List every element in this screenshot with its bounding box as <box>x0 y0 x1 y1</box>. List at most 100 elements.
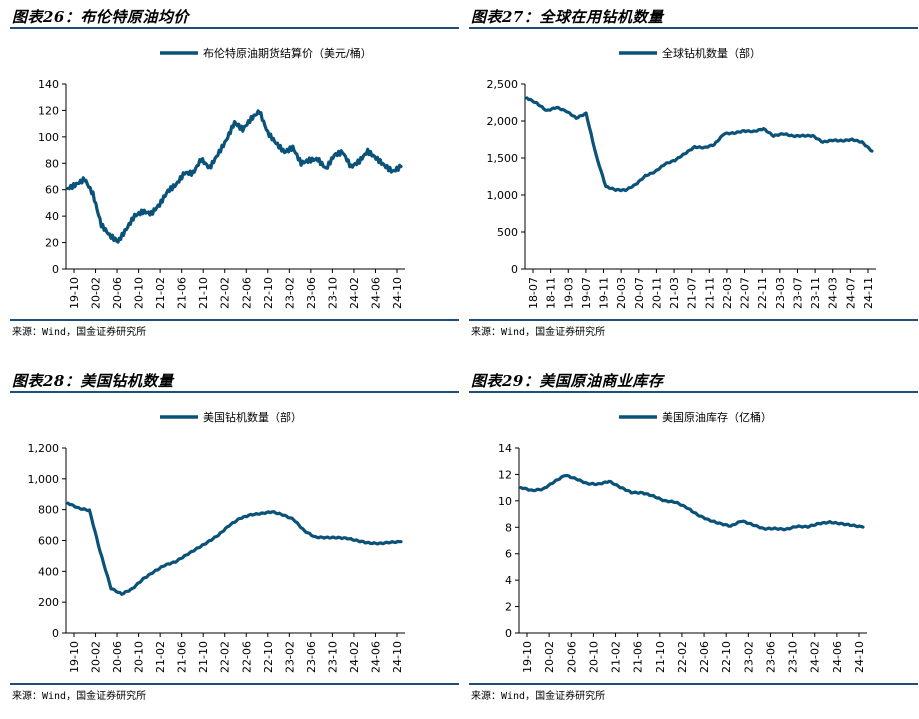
data-point <box>674 159 676 162</box>
data-point <box>83 178 86 180</box>
x-tick-label: 22-11 <box>756 277 769 309</box>
data-point <box>217 153 219 156</box>
data-point <box>807 526 809 528</box>
data-point <box>192 172 194 174</box>
data-point <box>167 190 169 192</box>
data-point <box>634 183 637 186</box>
data-point <box>75 183 78 186</box>
data-point <box>641 492 644 494</box>
x-tick-label: 22-07 <box>739 277 752 309</box>
x-tick-label: 24-02 <box>348 277 361 309</box>
data-point <box>630 491 633 494</box>
data-point <box>829 521 831 523</box>
y-tick-label: 100 <box>38 131 59 144</box>
x-tick-label: 23-06 <box>305 277 318 309</box>
x-tick-label: 22-02 <box>676 641 689 673</box>
data-point <box>821 141 824 143</box>
y-tick-label: 1,200 <box>28 442 60 455</box>
x-tick-label: 22-10 <box>720 641 733 673</box>
data-point <box>743 130 745 132</box>
data-point <box>707 519 710 521</box>
source-rule <box>469 683 918 685</box>
panel-us-crude-inventory: 图表29：美国原油商业库存 美国原油库存（亿桶） 0 2 4 6 8 10 12 14 19-10… <box>469 364 918 719</box>
data-point <box>131 587 134 590</box>
data-point <box>840 522 842 525</box>
y-tick-label: 6 <box>505 548 512 561</box>
data-point <box>358 160 361 162</box>
source-note: 来源：Wind，国金证券研究所 <box>471 691 606 702</box>
data-point <box>841 140 844 142</box>
data-point <box>250 117 252 120</box>
data-point <box>586 482 588 485</box>
data-point <box>366 150 369 153</box>
data-point <box>108 234 111 237</box>
data-point <box>153 571 155 573</box>
data-point <box>400 540 402 543</box>
y-tick-label: 14 <box>498 442 512 455</box>
data-point <box>117 240 119 243</box>
y-tick-label: 200 <box>38 596 59 609</box>
x-tick-label: 23-06 <box>305 641 318 673</box>
x-tick-label: 23-10 <box>787 641 800 673</box>
data-point <box>368 542 370 544</box>
data-point <box>400 165 402 168</box>
y-tick-label: 0 <box>511 263 518 276</box>
data-point <box>740 520 743 522</box>
data-point <box>871 150 873 152</box>
y-tick-label: 400 <box>38 565 59 578</box>
x-tick-label: 24-06 <box>369 641 382 673</box>
y-tick-label: 60 <box>45 184 59 197</box>
data-point <box>555 106 558 109</box>
data-point <box>183 172 186 174</box>
y-tick-label: 1,500 <box>487 152 519 165</box>
y-tick-label: 80 <box>45 157 59 170</box>
x-tick-label: 24-11 <box>862 277 875 309</box>
data-point <box>335 536 338 539</box>
data-point <box>553 481 555 483</box>
x-tick-label: 21-07 <box>686 277 699 309</box>
source-note: 来源：Wind，国金证券研究所 <box>12 327 147 338</box>
legend: 全球钻机数量（部） <box>619 46 761 60</box>
data-point <box>206 541 209 543</box>
data-point <box>163 564 166 567</box>
legend-label: 布伦特原油期货结算价（美元/桶） <box>203 46 372 60</box>
y-tick-label: 2,000 <box>487 115 519 128</box>
data-point <box>624 189 627 191</box>
y-tick-label: 1,000 <box>487 189 519 202</box>
data-point <box>292 518 295 521</box>
data-point <box>283 151 286 153</box>
data-point <box>120 593 123 595</box>
title-rule <box>469 391 918 393</box>
y-tick-label: 0 <box>52 627 59 640</box>
data-point <box>150 212 153 215</box>
data-point <box>644 175 647 177</box>
x-tick-label: 21-06 <box>176 277 189 309</box>
data-point <box>542 488 544 490</box>
data-point <box>249 514 252 516</box>
x-tick-label: 21-11 <box>703 277 716 309</box>
x-tick-label: 24-10 <box>391 277 404 309</box>
chart-title: 图表26：布伦特原油均价 <box>12 8 189 26</box>
data-point <box>314 536 316 538</box>
data-point <box>158 203 161 206</box>
data-point <box>685 506 688 509</box>
x-tick-label: 22-02 <box>219 277 232 309</box>
series-line <box>525 96 874 193</box>
data-point <box>341 151 344 153</box>
data-point <box>531 489 533 492</box>
data-point <box>325 168 327 170</box>
data-point <box>664 163 666 165</box>
data-point <box>575 478 577 480</box>
y-tick-label: 40 <box>45 210 59 223</box>
x-tick-label: 19-11 <box>598 277 611 309</box>
data-point <box>713 143 716 146</box>
data-point <box>831 139 834 141</box>
legend-label: 美国钻机数量（部） <box>203 410 302 424</box>
data-point <box>751 523 754 526</box>
legend: 布伦特原油期货结算价（美元/桶） <box>160 46 372 60</box>
data-point <box>346 537 349 540</box>
data-point <box>375 157 377 159</box>
x-tick-label: 24-07 <box>844 277 857 309</box>
data-point <box>652 495 655 497</box>
y-tick-label: 20 <box>45 237 59 250</box>
